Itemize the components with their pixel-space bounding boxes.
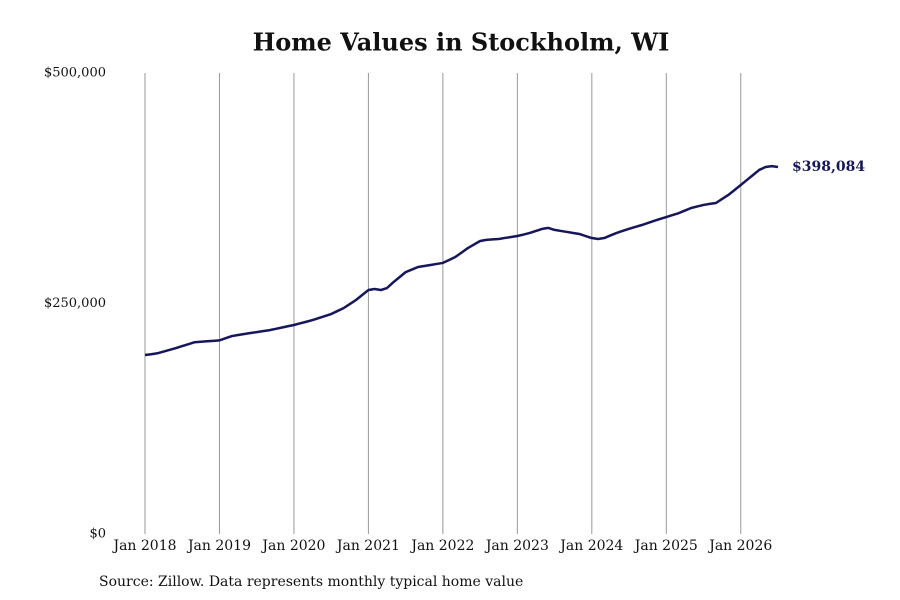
x-tick-label: Jan 2022 (409, 538, 474, 554)
end-label: $398,084 (792, 159, 865, 175)
y-tick-label: $500,000 (44, 66, 106, 81)
y-tick-label: $250,000 (44, 296, 106, 311)
x-tick-label: Jan 2020 (260, 538, 325, 554)
y-tick-label: $0 (89, 527, 106, 542)
x-tick-label: Jan 2018 (111, 538, 176, 554)
x-tick-label: Jan 2024 (558, 538, 623, 554)
x-tick-label: Jan 2021 (335, 538, 400, 554)
x-tick-label: Jan 2025 (633, 538, 698, 554)
x-tick-label: Jan 2026 (707, 538, 772, 554)
x-tick-label: Jan 2019 (186, 538, 251, 554)
chart-title: Home Values in Stockholm, WI (253, 28, 670, 57)
source-note: Source: Zillow. Data represents monthly … (99, 574, 523, 590)
line-series (144, 164, 779, 357)
x-tick-label: Jan 2023 (484, 538, 549, 554)
